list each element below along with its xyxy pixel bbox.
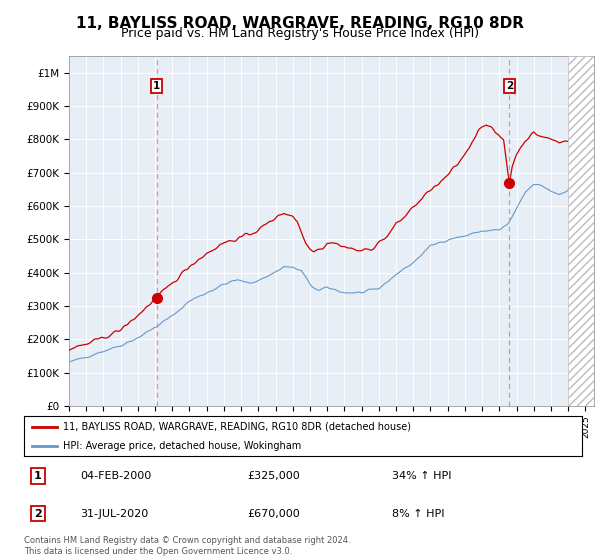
Text: 04-FEB-2000: 04-FEB-2000 [80,471,151,481]
Text: £325,000: £325,000 [247,471,300,481]
Text: 11, BAYLISS ROAD, WARGRAVE, READING, RG10 8DR: 11, BAYLISS ROAD, WARGRAVE, READING, RG1… [76,16,524,31]
Text: 11, BAYLISS ROAD, WARGRAVE, READING, RG10 8DR (detached house): 11, BAYLISS ROAD, WARGRAVE, READING, RG1… [63,422,411,432]
Text: 1: 1 [153,81,160,91]
Text: 2: 2 [34,508,42,519]
Bar [568,56,594,406]
Text: 1: 1 [34,471,42,481]
Text: 34% ↑ HPI: 34% ↑ HPI [392,471,452,481]
Text: 31-JUL-2020: 31-JUL-2020 [80,508,148,519]
Text: £670,000: £670,000 [247,508,300,519]
Text: 8% ↑ HPI: 8% ↑ HPI [392,508,445,519]
Text: 2: 2 [506,81,513,91]
Text: Contains HM Land Registry data © Crown copyright and database right 2024.
This d: Contains HM Land Registry data © Crown c… [24,536,350,556]
Text: HPI: Average price, detached house, Wokingham: HPI: Average price, detached house, Woki… [63,441,301,451]
Text: Price paid vs. HM Land Registry's House Price Index (HPI): Price paid vs. HM Land Registry's House … [121,27,479,40]
